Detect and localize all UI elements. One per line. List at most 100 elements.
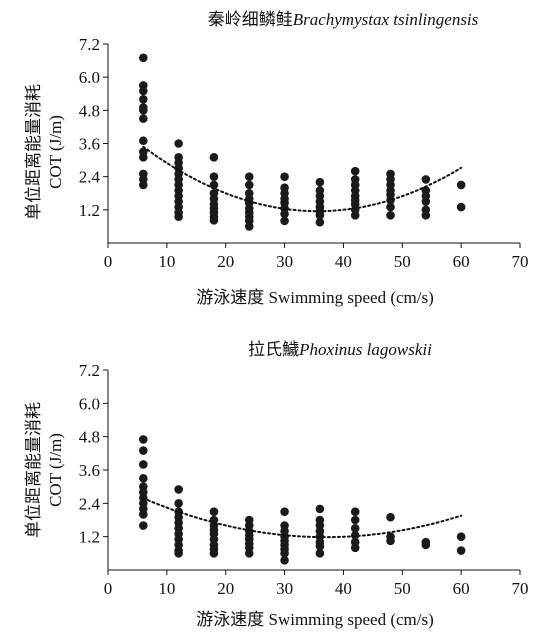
data-point [209,216,219,225]
data-point [350,515,360,525]
data-point [209,172,219,181]
chart-title-1-latin: Brachymystax tsinlingensis [293,10,479,29]
x-tick-label: 10 [158,252,175,271]
y-tick-label: 7.2 [79,35,100,54]
data-point [456,202,466,212]
data-point [244,180,254,190]
x-tick-label: 0 [104,579,113,598]
y-tick-label: 1.2 [79,201,100,220]
data-point [280,209,289,219]
data-point [280,507,289,516]
y-axis-label-2-line2: COT (J/m) [46,433,65,507]
y-tick-label: 3.6 [79,135,100,154]
data-point [139,180,148,190]
x-tick-label: 20 [217,579,234,598]
y-axis-label-2-line1: 单位距离能量消耗 [24,402,43,538]
y-tick-label: 4.8 [79,428,100,447]
data-point [315,504,325,514]
data-point [139,521,148,530]
x-tick-label: 70 [512,252,529,271]
data-point [350,524,360,533]
data-point [456,546,466,555]
data-point [350,507,360,516]
y-tick-label: 1.2 [79,528,100,547]
trend-line [142,497,463,539]
chart-title-2-latin: Phoxinus lagowskii [298,340,432,359]
chart-panel-2: 拉氏鱥Phoxinus lagowskii 单位距离能量消耗 COT (J/m)… [24,340,529,629]
trend-line [142,145,463,213]
data-point [280,555,289,565]
data-point [386,536,395,546]
data-point [456,180,466,190]
x-tick-label: 30 [276,579,293,598]
data-point [386,202,395,212]
y-axis-label-1-line2: COT (J/m) [46,115,65,189]
x-tick-label: 20 [217,252,234,271]
x-tick-label: 40 [335,579,352,598]
y-tick-label: 2.4 [79,168,101,187]
chart-title-2-chinese: 拉氏鱥 [248,340,299,359]
y-tick-label: 6.0 [79,68,100,87]
data-point [244,172,254,181]
data-point [139,53,148,63]
data-point [244,549,254,558]
data-point [315,549,325,558]
data-point [139,136,148,146]
x-tick-label: 50 [394,579,411,598]
y-tick-label: 2.4 [79,494,101,513]
data-point [421,211,431,220]
data-point [139,510,148,519]
chart-title-2: 拉氏鱥Phoxinus lagowskii [248,340,432,359]
chart-title-1: 秦岭细鳞鲑Brachymystax tsinlingensis [208,10,479,29]
x-tick-label: 50 [394,252,411,271]
chart-panel-1: 秦岭细鳞鲑Brachymystax tsinlingensis 单位距离能量消耗… [24,10,529,307]
y-tick-label: 4.8 [79,101,100,120]
x-tick-label: 10 [158,579,175,598]
data-point [174,549,183,558]
x-tick-label: 60 [453,252,470,271]
data-point [315,211,325,220]
x-tick-label: 0 [104,252,113,271]
data-point [209,549,219,558]
data-point [280,549,289,558]
data-point [350,211,360,220]
data-point [139,460,148,469]
y-tick-label: 7.2 [79,361,100,380]
data-point [139,446,148,455]
data-point [174,139,183,148]
data-point [244,222,254,231]
data-point [386,211,395,220]
data-point [315,217,325,227]
x-tick-label: 70 [512,579,529,598]
x-tick-label: 60 [453,579,470,598]
x-tick-label: 30 [276,252,293,271]
data-point [421,540,431,550]
chart-title-1-chinese: 秦岭细鳞鲑 [208,10,293,29]
x-axis-label-1: 游泳速度 Swimming speed (cm/s) [196,288,434,307]
data-point [139,153,148,162]
data-point [421,197,431,206]
data-point [174,485,183,494]
data-point [209,507,219,516]
data-point [174,499,183,508]
y-axis-label-1-line1: 单位距离能量消耗 [24,84,43,220]
data-point [139,474,148,483]
data-point [350,543,360,553]
data-point [174,212,183,222]
data-point [209,153,219,162]
data-point [139,114,148,123]
y-tick-label: 6.0 [79,394,100,413]
data-point [139,86,148,96]
data-point [350,166,360,176]
data-point [421,175,431,184]
data-point [139,435,148,444]
data-point [386,195,395,205]
data-point [139,94,148,104]
data-point [315,542,325,551]
data-point [280,216,289,226]
x-axis-label-2: 游泳速度 Swimming speed (cm/s) [196,610,434,629]
data-point [386,512,395,522]
x-tick-label: 40 [335,252,352,271]
data-point [139,106,148,115]
